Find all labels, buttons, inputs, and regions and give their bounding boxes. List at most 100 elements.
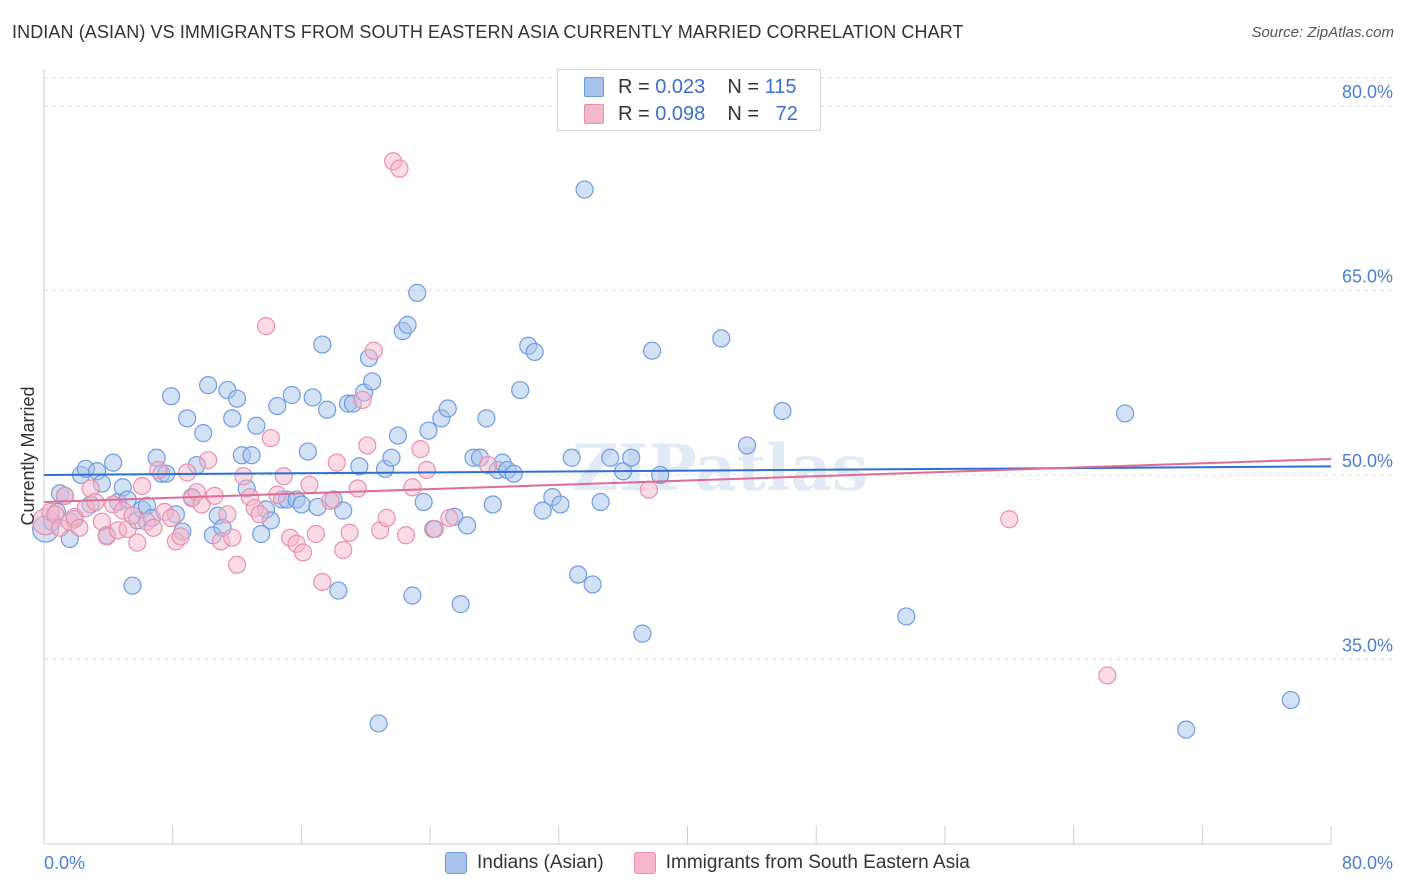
data-point [86, 492, 105, 512]
data-point [1115, 404, 1135, 423]
data-point [403, 478, 422, 497]
data-point [438, 399, 457, 418]
data-point [234, 467, 253, 486]
data-point [551, 495, 570, 514]
y-tick-label: 50.0% [1342, 451, 1393, 471]
data-point [198, 451, 218, 470]
data-point [223, 409, 242, 428]
data-point [104, 453, 123, 472]
data-point [218, 505, 237, 524]
legend-label: Immigrants from South Eastern Asia [665, 852, 970, 873]
data-point [403, 586, 422, 605]
stats-row-blue: R = 0.023 N = 115 [584, 75, 796, 99]
y-tick-label: 80.0% [1342, 82, 1393, 102]
data-point [268, 396, 287, 416]
r-value: 0.098 [655, 102, 706, 125]
data-point [318, 400, 337, 419]
data-point [313, 572, 332, 592]
data-point [773, 401, 792, 421]
legend-item-indians-asian: Indians (Asian) [445, 852, 604, 874]
data-point [396, 526, 416, 545]
stats-legend: R = 0.023 N = 115 R = 0.098 N = 72 [557, 69, 821, 131]
data-point [334, 501, 353, 520]
data-point [382, 448, 401, 467]
data-point [293, 543, 313, 562]
data-point [227, 389, 247, 408]
data-point [417, 460, 436, 480]
data-point [144, 518, 163, 537]
grid-lines [44, 77, 1394, 660]
data-point [161, 387, 181, 406]
stats-row-pink: R = 0.098 N = 72 [584, 102, 798, 126]
r-label: R = [618, 75, 650, 98]
data-point [70, 518, 89, 537]
data-point [242, 446, 261, 465]
data-point [622, 448, 641, 467]
data-point [408, 283, 427, 302]
data-point [569, 565, 588, 584]
y-axis-label: Currently Married [18, 386, 38, 525]
data-point [340, 523, 359, 542]
legend-swatch-blue [584, 77, 604, 97]
data-point [737, 436, 757, 455]
data-point [274, 467, 293, 486]
n-label: N = [727, 75, 759, 98]
data-point [1281, 690, 1300, 710]
data-point [298, 442, 317, 461]
data-point [601, 448, 620, 467]
data-point [327, 453, 346, 472]
data-point [575, 180, 594, 199]
legend-item-immigrants-se-asia: Immigrants from South Eastern Asia [633, 852, 970, 874]
series-legend: Indians (Asian) Immigrants from South Ea… [445, 852, 1000, 874]
data-point [425, 519, 445, 539]
legend-swatch-pink [584, 104, 604, 124]
data-point [261, 428, 280, 448]
data-point [252, 524, 271, 544]
data-point [639, 480, 658, 499]
data-point [194, 424, 213, 443]
data-point [390, 159, 409, 178]
data-point [300, 475, 319, 494]
r-value: 0.023 [655, 75, 706, 98]
n-value: 115 [764, 75, 797, 98]
data-point [358, 436, 377, 455]
legend-swatch-pink [633, 852, 656, 874]
data-point [198, 376, 218, 395]
n-label: N = [727, 102, 759, 125]
y-tick-label: 35.0% [1342, 635, 1393, 655]
data-point [178, 463, 197, 482]
data-point [440, 508, 459, 528]
data-point [123, 576, 142, 595]
data-point [133, 476, 152, 496]
data-point [171, 527, 190, 546]
data-point [178, 409, 197, 428]
data-point [477, 409, 496, 428]
data-point [161, 508, 181, 528]
data-point [363, 372, 382, 391]
data-point [377, 508, 396, 528]
data-point [227, 555, 247, 574]
legend-label: Indians (Asian) [477, 852, 604, 873]
data-point [562, 448, 581, 467]
tick-labels: 35.0% 50.0% 65.0% 80.0% 0.0% 80.0% Currently M… [18, 82, 1393, 873]
data-point [411, 440, 430, 459]
data-point [591, 492, 610, 512]
data-point [348, 479, 367, 498]
data-point [149, 460, 168, 480]
data-point [334, 540, 353, 560]
data-point [1177, 720, 1196, 739]
n-value: 72 [775, 102, 798, 125]
trend-lines [43, 457, 1332, 504]
data-point [1000, 510, 1019, 529]
data-point [533, 501, 552, 520]
data-point [483, 495, 502, 514]
data-point [350, 457, 369, 476]
data-point [256, 317, 276, 336]
x-tick-label: 80.0% [1342, 853, 1393, 873]
data-point [292, 495, 311, 514]
data-point [525, 342, 544, 362]
data-point [583, 575, 602, 594]
data-point [55, 486, 75, 505]
data-point [478, 456, 498, 475]
